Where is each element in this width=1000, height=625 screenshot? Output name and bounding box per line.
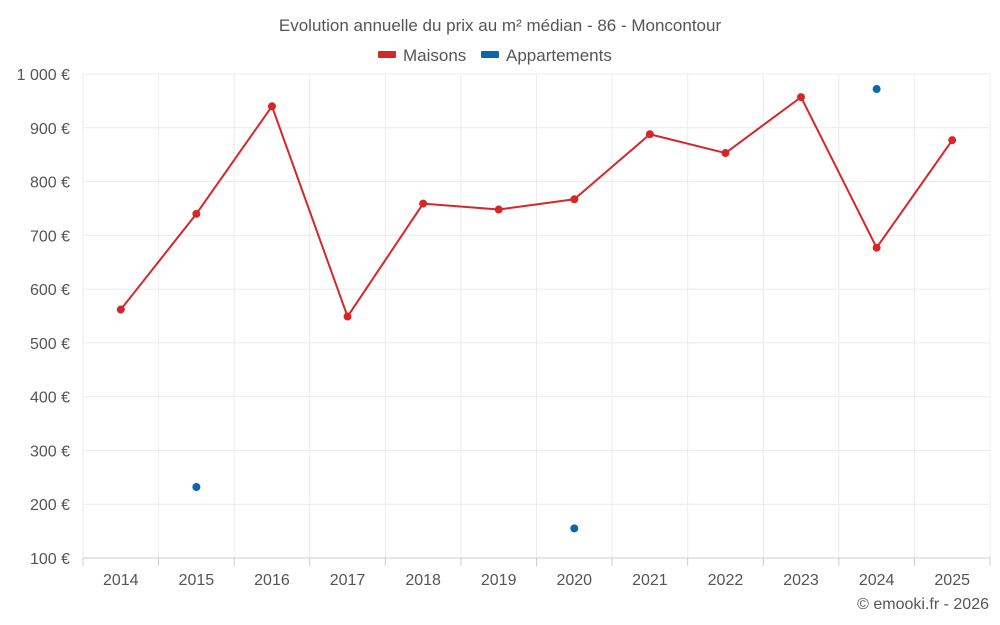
legend[interactable]: Maisons Appartements [378,46,612,65]
x-tick-label: 2024 [859,572,895,589]
data-point-maisons-2018[interactable] [419,199,428,208]
data-point-appartements-2015[interactable] [192,483,201,492]
x-tick-label: 2018 [405,572,441,589]
legend-swatch-maisons [378,51,396,58]
data-point-maisons-2020[interactable] [570,195,579,204]
y-axis: 100 € 200 € 300 € 400 € 500 € 600 € 700 € 800 €… [17,67,70,568]
y-tick-label: 600 € [30,282,70,299]
data-point-maisons-2025[interactable] [948,136,957,145]
y-tick-label: 400 € [30,390,70,407]
series-line-maisons [120,96,954,318]
x-tick-label: 2022 [708,572,744,589]
y-tick-label: 300 € [30,443,70,460]
x-axis: 2014 2015 2016 2017 2018 2019 2020 2021 2022 2023… [82,558,991,589]
x-tick-label: 2017 [330,572,366,589]
chart-title: Evolution annuelle du prix au m² médian … [279,16,722,35]
x-tick-label: 2025 [934,572,970,589]
legend-item-maisons[interactable]: Maisons [378,46,466,65]
gridlines [82,73,991,558]
x-tick-label: 2016 [254,572,290,589]
y-tick-label: 100 € [30,551,70,568]
x-tick-label: 2023 [783,572,819,589]
legend-label-maisons: Maisons [403,46,466,65]
footer-credit: © emooki.fr - 2026 [857,596,989,613]
y-tick-label: 800 € [30,175,70,192]
data-point-maisons-2023[interactable] [797,93,806,102]
legend-label-appartements: Appartements [506,46,612,65]
y-tick-label: 200 € [30,497,70,514]
data-point-maisons-2016[interactable] [267,102,276,111]
x-tick-label: 2019 [481,572,517,589]
x-tick-label: 2021 [632,572,668,589]
y-tick-label: 500 € [30,336,70,353]
x-tick-label: 2020 [556,572,592,589]
data-point-maisons-2019[interactable] [494,205,503,214]
data-point-maisons-2017[interactable] [343,312,352,321]
data-point-appartements-2024[interactable] [872,85,881,94]
x-tick-label: 2014 [103,572,139,589]
data-point-maisons-2024[interactable] [872,243,881,252]
data-point-maisons-2014[interactable] [116,305,125,314]
data-point-appartements-2020[interactable] [570,524,579,533]
data-point-maisons-2021[interactable] [645,130,654,139]
series-layer [116,85,957,533]
y-tick-label: 1 000 € [17,67,70,84]
data-point-maisons-2022[interactable] [721,149,730,158]
y-tick-label: 700 € [30,228,70,245]
legend-swatch-appartements [481,51,499,58]
data-point-maisons-2015[interactable] [192,209,201,218]
legend-item-appartements[interactable]: Appartements [481,46,612,65]
y-tick-label: 900 € [30,121,70,138]
x-tick-label: 2015 [179,572,215,589]
